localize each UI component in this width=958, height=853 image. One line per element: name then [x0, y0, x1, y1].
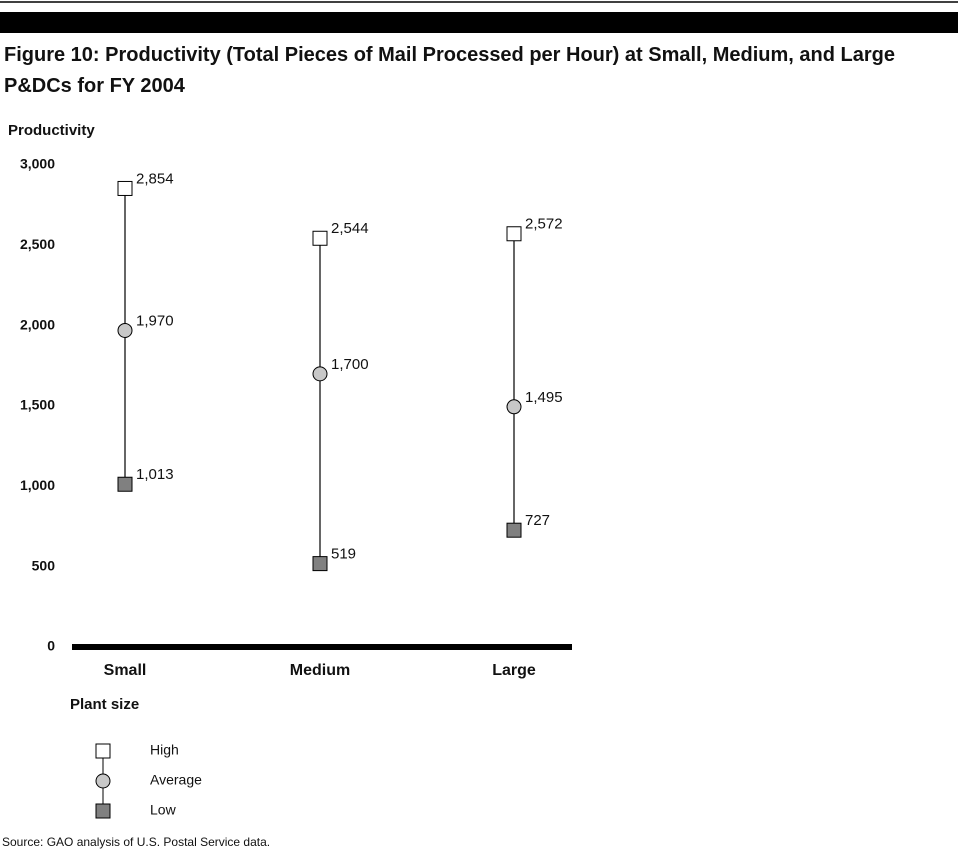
- y-tick-label: 0: [47, 638, 55, 654]
- legend-label: High: [150, 742, 179, 758]
- marker-2: [117, 476, 133, 492]
- y-tick-label: 2,000: [20, 316, 55, 332]
- legend-marker: [95, 803, 111, 819]
- source: Source: GAO analysis of U.S. Postal Serv…: [2, 835, 270, 849]
- y-tick-label: 1,500: [20, 397, 55, 413]
- value-label: 1,700: [331, 356, 369, 373]
- value-label: 2,572: [525, 216, 563, 233]
- value-label: 2,544: [331, 220, 369, 237]
- marker-1: [506, 399, 522, 415]
- value-label: 1,495: [525, 389, 563, 406]
- y-tick-label: 1,000: [20, 477, 55, 493]
- y-axis-label: Productivity: [8, 122, 95, 139]
- value-label: 1,013: [136, 466, 174, 483]
- x-axis-label: Plant size: [70, 696, 139, 713]
- legend-marker: [95, 743, 111, 759]
- x-tick-label: Large: [492, 662, 536, 679]
- x-tick-label: Medium: [290, 662, 350, 679]
- marker-1: [117, 322, 133, 338]
- marker-1: [312, 366, 328, 382]
- value-label: 727: [525, 512, 550, 529]
- legend-marker: [95, 773, 111, 789]
- legend-label: Average: [150, 772, 202, 788]
- chart-title: Figure 10: Productivity (Total Pieces of…: [4, 44, 895, 97]
- header-bar: [0, 12, 958, 33]
- x-tick-label: Small: [104, 662, 147, 679]
- y-tick-label: 500: [32, 557, 56, 573]
- marker-0: [312, 230, 328, 246]
- marker-0: [506, 226, 522, 242]
- value-label: 2,854: [136, 170, 174, 187]
- value-label: 519: [331, 546, 356, 563]
- marker-0: [117, 180, 133, 196]
- marker-2: [506, 522, 522, 538]
- marker-2: [312, 556, 328, 572]
- value-label: 1,970: [136, 312, 174, 329]
- y-tick-label: 3,000: [20, 156, 55, 172]
- legend-label: Low: [150, 802, 177, 818]
- y-tick-label: 2,500: [20, 236, 55, 252]
